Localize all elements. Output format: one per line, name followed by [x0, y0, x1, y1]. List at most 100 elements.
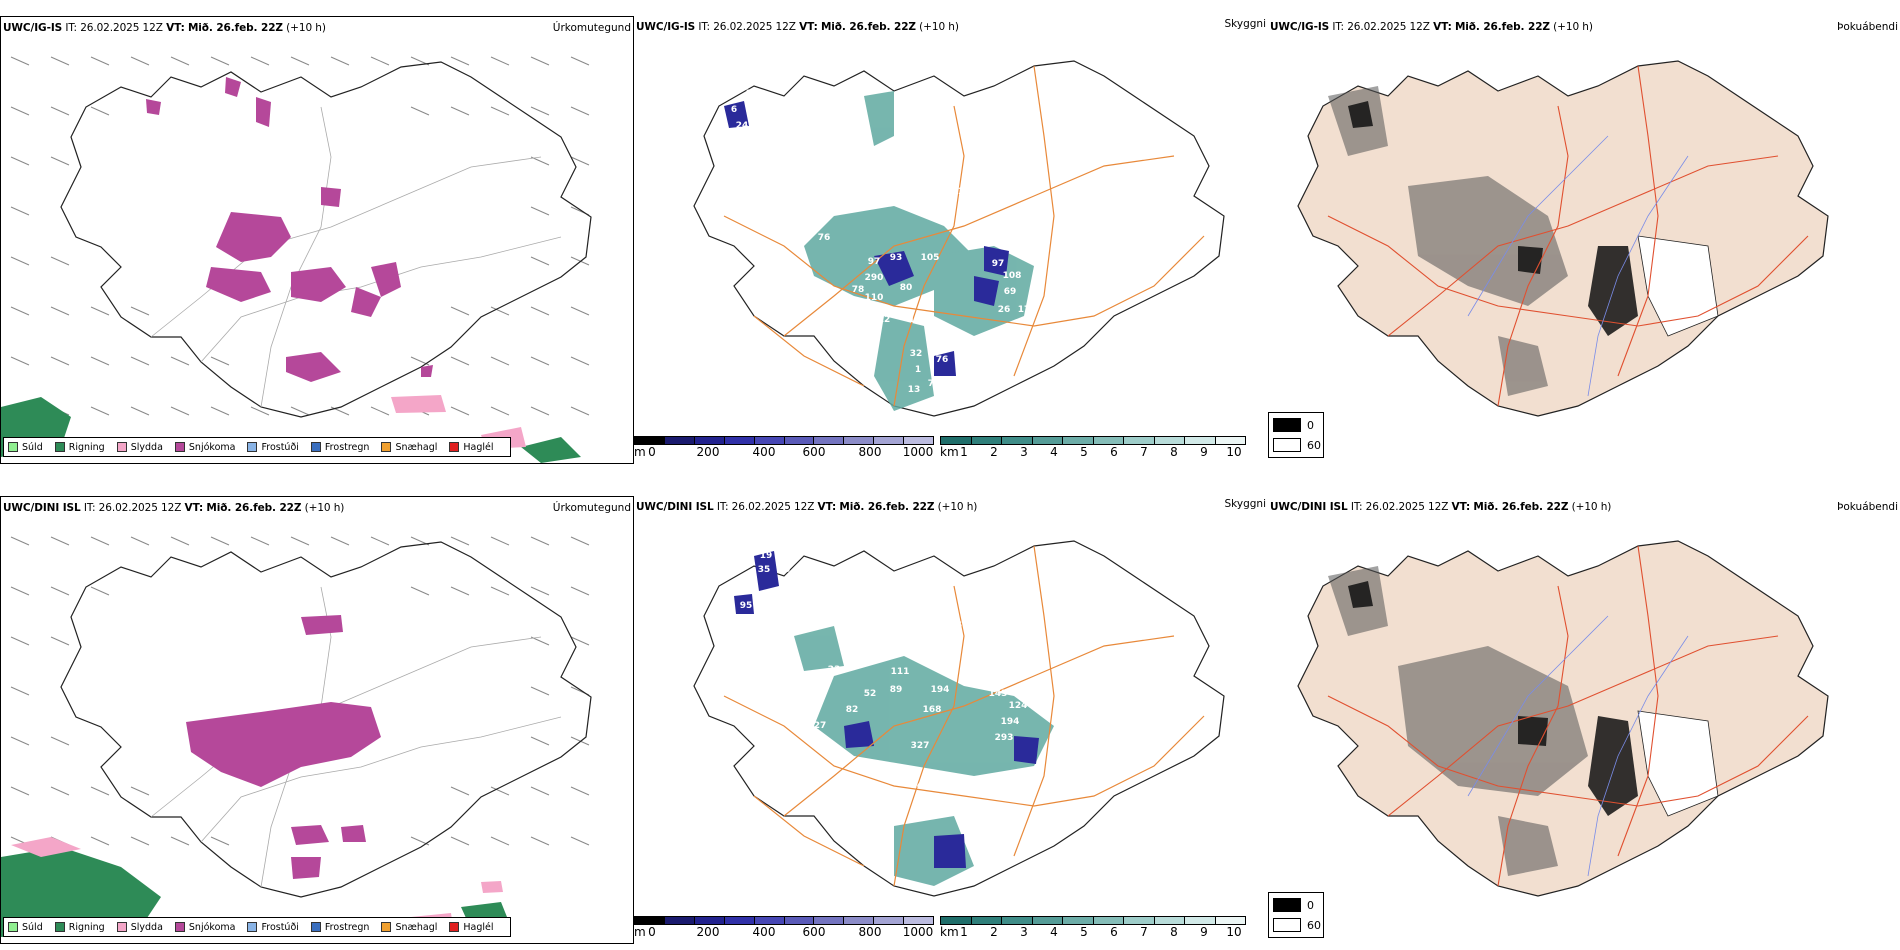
fog-map-1: [1297, 60, 1829, 417]
colorbar-swatch: [874, 437, 905, 444]
precip-title-2: UWC/DINI ISL IT: 26.02.2025 12Z VT: Mið.…: [3, 502, 345, 514]
cloud-base-label: 331: [891, 155, 910, 165]
precip-type-panel-1: UWC/IG-IS IT: 26.02.2025 12Z VT: Mið. 26…: [0, 16, 634, 464]
precip-type-panel-2: UWC/DINI ISL IT: 26.02.2025 12Z VT: Mið.…: [0, 496, 634, 944]
roads: [723, 65, 1205, 407]
colorbar-swatch: [635, 917, 665, 924]
colorbar-swatch: [1002, 917, 1033, 924]
visibility-title-2: UWC/DINI ISL IT: 26.02.2025 12Z VT: Mið.…: [636, 501, 978, 513]
legend-item-slydda: Slydda: [116, 442, 163, 453]
colorbar-swatch: [1032, 437, 1063, 444]
cloud-base-label: 327: [911, 741, 930, 751]
visibility-colorbar-2: km 1 2 3 4 5 6 7 8 9 10: [940, 916, 1246, 939]
fog-label-1: Þokuábendi: [1837, 21, 1898, 33]
precip-map-2: [1, 536, 592, 937]
colorbar-swatch: [971, 437, 1002, 444]
cloud-base-label: 28: [938, 601, 951, 611]
cloud-base-label: 293: [995, 733, 1014, 743]
colorbar-unit: m: [634, 925, 646, 939]
rivers: [1467, 135, 1689, 397]
rivers: [1467, 615, 1689, 877]
legend-item-rigning: Rigning: [54, 922, 105, 933]
fog-legend-2: 0 60: [1268, 892, 1324, 938]
cloud-base-label: 32: [910, 349, 923, 359]
colorbar-swatch: [1093, 437, 1124, 444]
fog-panel-2: UWC/DINI ISL IT: 26.02.2025 12Z VT: Mið.…: [1268, 496, 1900, 944]
legend-item-frostregn: Frostregn: [310, 442, 369, 453]
fog-title-2: UWC/DINI ISL IT: 26.02.2025 12Z VT: Mið.…: [1270, 501, 1612, 513]
cloud-base-label: 143: [989, 689, 1008, 699]
precip-legend-1: Súld Rigning Slydda Snjókoma Frostúði Fr…: [3, 437, 511, 457]
colorbar-swatch: [664, 437, 695, 444]
visibility-title-1: UWC/IG-IS IT: 26.02.2025 12Z VT: Mið. 26…: [636, 21, 959, 33]
roads: [723, 545, 1205, 887]
cloud-base-label: 110: [865, 293, 884, 303]
cloud-base-label: 93: [890, 253, 903, 263]
iceland-outline: [60, 541, 592, 898]
cloud-base-label: 19: [760, 551, 773, 561]
colorbar-ticks: 0 200 400 600 800 1000: [648, 925, 934, 939]
colorbar-swatch: [1032, 917, 1063, 924]
cloud-base-label: 17: [1018, 305, 1031, 315]
colorbar-ticks: 1 2 3 4 5 6 7 8 9 10: [960, 925, 1242, 939]
clear-area: [1637, 710, 1719, 817]
fog-shading: [1328, 86, 1568, 396]
roads: [1327, 545, 1809, 887]
legend-item-haglel: Haglél: [449, 442, 494, 453]
cloud-base-label: 15: [958, 187, 971, 197]
colorbar-swatch: [1185, 917, 1216, 924]
colorbar-unit: m: [634, 445, 646, 459]
colorbar-swatch: [1154, 437, 1185, 444]
cloud-base-labels: 19 35 70 95 28 15 23 111 98 52 89 194 14…: [740, 551, 1028, 821]
colorbar-unit: km: [940, 925, 959, 939]
colorbar-swatch: [754, 917, 785, 924]
visibility-panel-2: 19 35 70 95 28 15 23 111 98 52 89 194 14…: [634, 496, 1268, 944]
cloud-base-label: 194: [1001, 717, 1020, 727]
wind-barbs: [10, 536, 590, 846]
colorbar-swatch: [1063, 437, 1094, 444]
fog-panel-1: UWC/IG-IS IT: 26.02.2025 12Z VT: Mið. 26…: [1268, 16, 1900, 464]
cloud-base-label: 95: [740, 601, 753, 611]
cloud-base-label: 80: [900, 283, 913, 293]
precip-type-label-1: Úrkomutegund: [552, 22, 631, 34]
fog-label-2: Þokuábendi: [1837, 501, 1898, 513]
colorbar-swatch: [1154, 917, 1185, 924]
cloud-base-label: 76: [818, 233, 831, 243]
visibility-colorbar-1: km 1 2 3 4 5 6 7 8 9 10: [940, 436, 1246, 459]
cloud-base-label: 24: [736, 121, 749, 131]
cloud-base-labels: 33 6 24 36 331 16 15 22 76 97 93 105 97 …: [731, 89, 1030, 395]
colorbar-swatch: [844, 917, 875, 924]
precip-map-1: [1, 56, 592, 463]
iceland-outline: [693, 60, 1225, 417]
cloud-base-label: 35: [758, 565, 771, 575]
legend-item-sudl: Súld: [8, 442, 43, 453]
snow-areas: [186, 615, 381, 879]
colorbar-swatch: [941, 437, 972, 444]
precip-title-1: UWC/IG-IS IT: 26.02.2025 12Z VT: Mið. 26…: [3, 22, 326, 34]
visibility-label-2: Skyggni: [1224, 498, 1267, 510]
cloud-base-label: 97: [868, 257, 881, 267]
cloud-base-label: 33: [746, 89, 759, 99]
iceland-outline: [60, 61, 592, 418]
colorbar-swatch: [694, 437, 725, 444]
legend-item-frostudi: Frostúði: [247, 922, 299, 933]
cloud-base-label: 168: [923, 705, 942, 715]
cloud-base-label: 26: [998, 305, 1011, 315]
colorbar-unit: km: [940, 445, 959, 459]
snow-areas: [146, 77, 433, 382]
roads: [1327, 65, 1809, 407]
colorbar-swatch: [1124, 437, 1155, 444]
cloud-base-label: 52: [864, 689, 877, 699]
colorbar-swatch: [874, 917, 905, 924]
cloud-base-label: 98: [806, 677, 819, 687]
cloud-base-label: 78: [852, 285, 865, 295]
cloud-base-label: 82: [846, 705, 859, 715]
colorbar-swatch: [724, 917, 755, 924]
fog-title-1: UWC/IG-IS IT: 26.02.2025 12Z VT: Mið. 26…: [1270, 21, 1593, 33]
colorbar-ticks: 1 2 3 4 5 6 7 8 9 10: [960, 445, 1242, 459]
roads: [150, 106, 562, 408]
colorbar-swatch: [724, 437, 755, 444]
cloud-base-label: 72: [930, 809, 943, 819]
cloud-base-label: 12: [878, 315, 891, 325]
legend-item-sudl: Súld: [8, 922, 43, 933]
